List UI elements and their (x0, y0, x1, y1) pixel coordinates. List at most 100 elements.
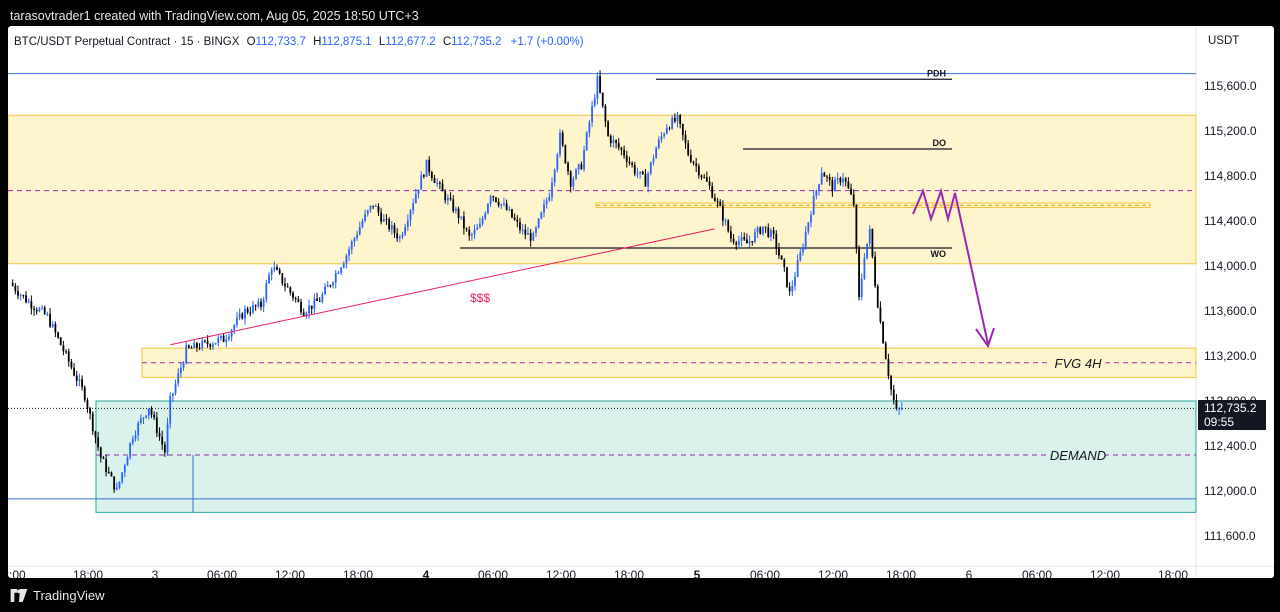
candle-body (812, 195, 815, 215)
candle-body (94, 431, 97, 438)
candle-body (689, 155, 692, 162)
candle-body (358, 227, 361, 235)
change-value: +1.7 (+0.00%) (510, 36, 584, 48)
candle-body (51, 323, 54, 327)
candle-body (820, 172, 823, 185)
candle-body (25, 295, 27, 303)
candle-body (78, 379, 81, 381)
candle-body (22, 295, 25, 297)
candle-body (107, 471, 110, 473)
candle-body (246, 308, 249, 313)
candle-body (473, 229, 476, 235)
candle-body (350, 241, 353, 250)
candle-body (422, 175, 425, 177)
candle-body (17, 291, 19, 296)
candle-body (468, 229, 471, 236)
candle-body (11, 282, 14, 286)
candle-body (719, 201, 722, 206)
candle-body (804, 231, 807, 248)
low-value: 112,677.2 (385, 36, 436, 48)
candle-body (593, 98, 596, 106)
low-label: L (378, 36, 386, 48)
candle-body (700, 175, 703, 178)
candle-body (609, 135, 612, 144)
candle-body (564, 145, 567, 163)
candle-body (228, 336, 230, 340)
candle-body (377, 206, 380, 213)
x-tick-label: 3 (152, 568, 159, 578)
candle-body (265, 283, 268, 300)
x-tick-label: 12:00 (1090, 568, 1120, 578)
currency-label[interactable]: USDT (1208, 35, 1240, 47)
do-line-label: DO (933, 138, 947, 148)
candle-body (639, 171, 642, 174)
candle-body (788, 286, 791, 292)
x-tick-label: 4 (423, 568, 430, 578)
candle-body (209, 344, 212, 347)
candle-body (596, 76, 599, 99)
candle-body (535, 227, 537, 233)
candle-body (487, 203, 489, 214)
demand-zone-label: DEMAND (1050, 448, 1106, 463)
candle-body (102, 457, 105, 459)
symbol-legend: BTC/USDT Perpetual Contract · 15 · BINGX… (14, 36, 584, 48)
candle-body (38, 308, 41, 312)
candle-body (372, 205, 375, 207)
candle-body (297, 299, 300, 302)
y-tick-label: 112,400.0 (1204, 439, 1257, 453)
tradingview-brand[interactable]: TradingView (33, 588, 105, 603)
candle-body (743, 237, 746, 240)
candle-body (417, 189, 420, 194)
candle-body (177, 373, 180, 384)
candle-body (276, 267, 278, 270)
candle-body (398, 236, 401, 239)
candle-body (348, 249, 350, 256)
candles (11, 70, 903, 493)
candle-body (27, 301, 30, 303)
candle-body (193, 342, 196, 349)
liquidity-label: $$$ (470, 291, 490, 305)
candle-body (393, 225, 396, 234)
candle-body (721, 205, 724, 221)
candle-body (665, 127, 668, 134)
candle-body (150, 408, 153, 415)
candle-body (126, 457, 129, 466)
price-chart[interactable]: FVG 4H DEMAND PDH DO WO $$$ 115,600.0 115,200.0… (8, 26, 1274, 578)
y-tick-label: 115,600.0 (1204, 79, 1257, 93)
candle-body (748, 241, 751, 244)
candle-body (316, 298, 318, 301)
candle-body (628, 161, 631, 163)
candle-body (569, 171, 572, 187)
candle-body (679, 114, 682, 124)
candle-body (730, 231, 732, 239)
candle-body (33, 308, 35, 310)
candle-body (762, 226, 764, 234)
tradingview-logo-icon[interactable] (10, 589, 28, 602)
open-value: 112,733.7 (255, 36, 306, 48)
candle-body (601, 92, 604, 106)
fvg-4h-zone-label-bg (1050, 354, 1106, 371)
candle-body (649, 162, 652, 174)
chart-panel[interactable]: FVG 4H DEMAND PDH DO WO $$$ 115,600.0 115,200.0… (8, 26, 1274, 578)
candle-body (326, 285, 329, 287)
candle-body (738, 240, 740, 245)
candle-body (767, 227, 770, 237)
candle-body (81, 379, 83, 388)
candle-body (503, 203, 505, 205)
candle-body (876, 286, 879, 308)
candle-body (874, 256, 876, 287)
candle-body (385, 218, 388, 220)
candle-body (807, 222, 810, 232)
x-tick-label: 12:00 (275, 568, 305, 578)
candle-body (882, 322, 884, 344)
candle-body (284, 283, 286, 287)
candle-body (553, 169, 556, 183)
candle-body (67, 351, 70, 362)
footer-bar: TradingView (0, 580, 1280, 612)
candle-body (815, 190, 818, 196)
candle-body (35, 309, 38, 312)
candle-body (452, 199, 455, 212)
y-tick-label: 114,800.0 (1204, 169, 1257, 183)
candle-body (780, 255, 783, 260)
candle-body (583, 149, 585, 170)
